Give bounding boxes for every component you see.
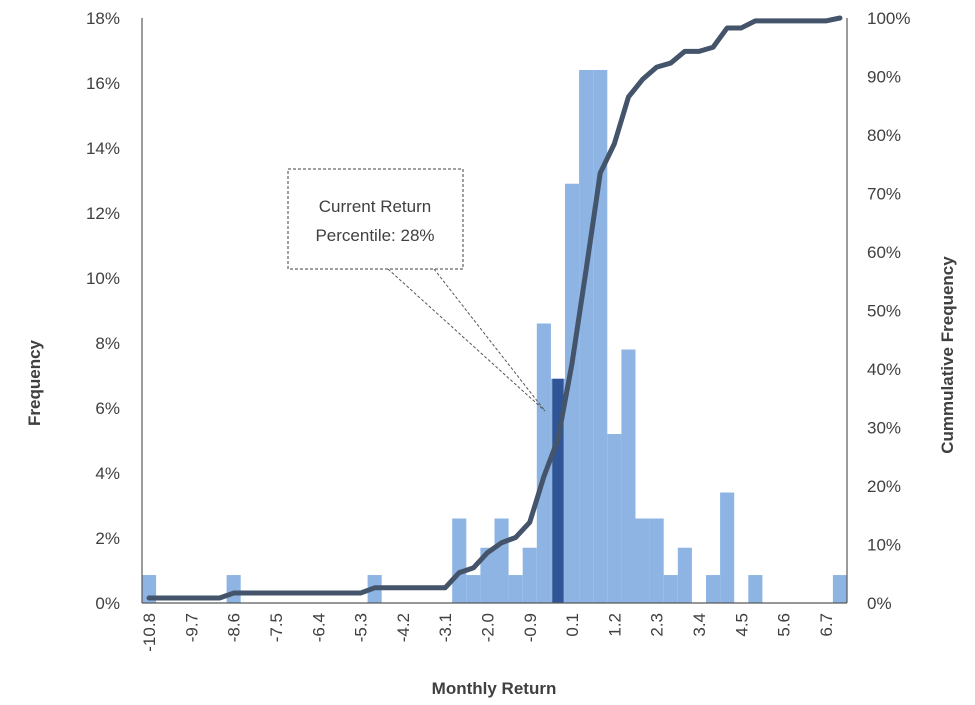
histogram-bar — [452, 518, 467, 603]
left-axis-ticks: 0% 2% 4% 6% 8% 10% 12% 14% 16% 18% — [86, 9, 120, 613]
histogram-bar — [677, 547, 692, 603]
right-tick-label: 20% — [867, 477, 901, 496]
histogram-bar — [720, 492, 735, 603]
histogram-bar — [635, 518, 650, 603]
right-tick-label: 50% — [867, 302, 901, 321]
x-tick-label: 1.2 — [605, 613, 624, 637]
x-tick-label: -7.5 — [267, 613, 286, 642]
current-return-bar — [552, 378, 564, 603]
left-tick-label: 14% — [86, 139, 120, 158]
x-tick-label: -9.7 — [182, 613, 201, 642]
left-tick-label: 8% — [95, 334, 120, 353]
callout-box — [287, 168, 464, 270]
y-axis-left-title: Frequency — [25, 339, 44, 426]
percentile-callout: Current Return Percentile: 28% — [287, 168, 546, 412]
left-tick-label: 10% — [86, 269, 120, 288]
right-tick-label: 40% — [867, 360, 901, 379]
left-tick-label: 2% — [95, 529, 120, 548]
histogram-bar — [480, 547, 495, 603]
x-tick-label: -5.3 — [352, 613, 371, 642]
callout-line-1: Current Return — [319, 197, 431, 216]
axes — [141, 18, 848, 604]
left-tick-label: 0% — [95, 594, 120, 613]
histogram-bar — [494, 518, 509, 603]
left-tick-label: 18% — [86, 9, 120, 28]
cumulative-frequency-line — [146, 15, 843, 601]
histogram-bar — [748, 575, 763, 603]
histogram-bar — [522, 547, 537, 603]
x-tick-label: -4.2 — [394, 613, 413, 642]
cumulative-line-layer — [146, 15, 843, 601]
histogram-bar — [565, 183, 580, 603]
y-axis-right-title: Cummulative Frequency — [938, 256, 957, 454]
callout-leader-2 — [433, 268, 546, 412]
x-tick-label: 5.6 — [775, 613, 794, 637]
left-tick-label: 16% — [86, 74, 120, 93]
right-axis-ticks: 0% 10% 20% 30% 40% 50% 60% 70% 80% 90% 100% — [867, 9, 910, 613]
histogram-bar — [226, 575, 241, 603]
bar-series — [142, 70, 847, 603]
x-tick-label: -3.1 — [436, 613, 455, 642]
histogram-bar — [832, 575, 847, 603]
x-tick-label: 4.5 — [732, 613, 751, 637]
right-tick-label: 10% — [867, 536, 901, 555]
histogram-bar — [621, 349, 636, 603]
histogram-bar — [663, 575, 678, 603]
x-tick-label: -10.8 — [140, 613, 159, 652]
histogram-bar — [593, 70, 608, 603]
left-tick-label: 4% — [95, 464, 120, 483]
histogram-bar — [706, 575, 721, 603]
callout-leader-1 — [387, 268, 546, 412]
right-tick-label: 70% — [867, 185, 901, 204]
x-tick-label: 2.3 — [648, 613, 667, 637]
x-tick-label: -8.6 — [225, 613, 244, 642]
x-tick-label: 0.1 — [563, 613, 582, 637]
x-tick-label: 3.4 — [690, 613, 709, 637]
x-tick-label: 6.7 — [817, 613, 836, 637]
current-return-highlight — [552, 378, 564, 603]
callout-line-2: Percentile: 28% — [315, 226, 434, 245]
right-tick-label: 90% — [867, 68, 901, 87]
x-tick-label: -0.9 — [521, 613, 540, 642]
left-tick-label: 6% — [95, 399, 120, 418]
histogram-bar — [536, 323, 551, 603]
right-tick-label: 30% — [867, 419, 901, 438]
histogram-bar — [579, 70, 594, 603]
x-tick-label: -6.4 — [309, 613, 328, 642]
histogram-bar — [649, 518, 664, 603]
x-axis-title: Monthly Return — [432, 679, 557, 698]
left-tick-label: 12% — [86, 204, 120, 223]
x-axis-ticks: -10.8 -9.7 -8.6 -7.5 -6.4 -5.3 -4.2 -3.1 -2.0 -0.… — [140, 613, 836, 652]
x-tick-label: -2.0 — [478, 613, 497, 642]
right-tick-label: 80% — [867, 126, 901, 145]
histogram-bar — [607, 434, 622, 603]
right-tick-label: 0% — [867, 594, 892, 613]
right-tick-label: 60% — [867, 243, 901, 262]
histogram-bar — [466, 575, 481, 603]
right-tick-label: 100% — [867, 9, 910, 28]
histogram-bar — [508, 575, 523, 603]
